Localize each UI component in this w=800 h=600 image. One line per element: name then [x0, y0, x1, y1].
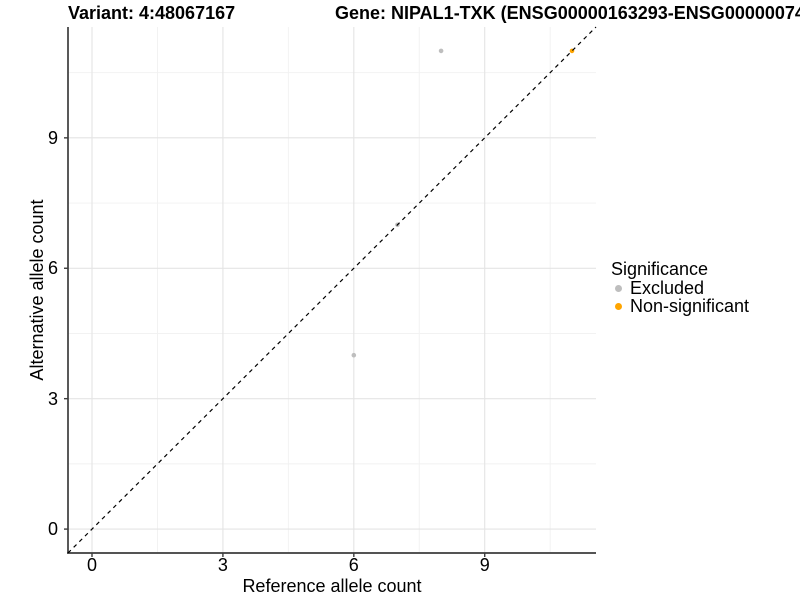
data-point-excluded: [351, 352, 357, 358]
y-axis-title: Alternative allele count: [27, 199, 47, 381]
legend-item-label: Excluded: [630, 278, 705, 298]
legend-dot-icon: [615, 302, 622, 310]
x-axis-title: Reference allele count: [242, 576, 422, 596]
legend-title: Significance: [611, 259, 709, 279]
legend-item: Non-significant: [611, 297, 749, 315]
legend-item: Excluded: [611, 279, 749, 297]
variant-title: Variant: 4:48067167: [68, 3, 236, 23]
legend: Significance Excluded Non-significant: [611, 259, 749, 315]
x-tick-label: 3: [217, 555, 228, 575]
y-tick-label: 0: [47, 519, 58, 540]
legend-item-label: Non-significant: [630, 296, 750, 316]
x-tick-label: 6: [348, 555, 359, 575]
identity-line: [67, 26, 597, 554]
legend-items: Excluded Non-significant: [611, 279, 749, 315]
legend-dot-icon: [615, 284, 622, 292]
x-tick-label: 0: [86, 555, 97, 575]
y-tick-label: 3: [47, 388, 58, 409]
y-tick-label: 9: [47, 127, 58, 148]
y-tick-label: 6: [47, 258, 58, 279]
data-point-excluded: [438, 48, 444, 54]
x-tick-label: 9: [479, 555, 490, 575]
gene-title: Gene: NIPAL1-TXK (ENSG00000163293-ENSG00…: [335, 3, 800, 23]
